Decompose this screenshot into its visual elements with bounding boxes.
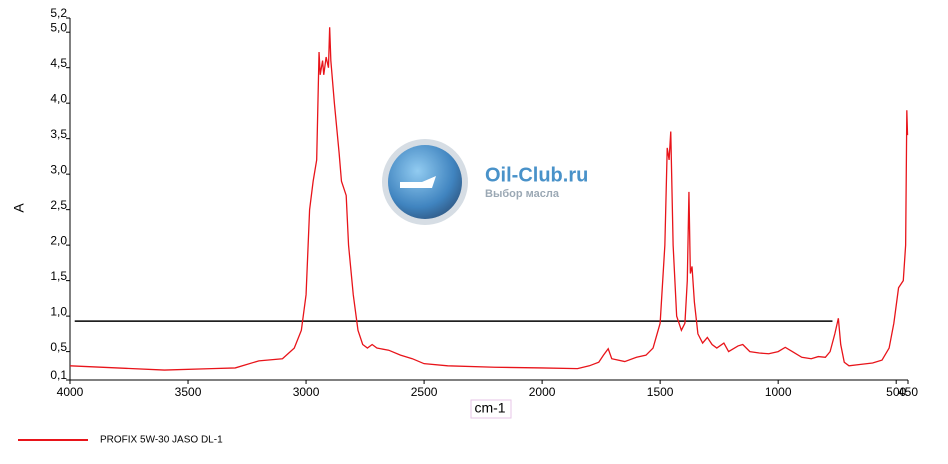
- y-tick-label: 5,2: [50, 6, 67, 20]
- logo-icon: [400, 176, 436, 188]
- watermark-subtitle: Выбор масла: [485, 188, 560, 200]
- spectrum-line: [69, 27, 909, 371]
- y-tick-label: 5,0: [50, 20, 67, 34]
- x-tick-label: 1500: [647, 385, 674, 399]
- x-tick-label: 1000: [765, 385, 792, 399]
- x-label-box: [470, 399, 512, 419]
- x-tick-label: 4000: [57, 385, 84, 399]
- y-tick-label: 0,1: [50, 368, 67, 382]
- y-tick-label: 3,5: [50, 127, 67, 141]
- y-tick-label: 1,5: [50, 269, 67, 283]
- y-tick-label: 4,5: [50, 56, 67, 70]
- x-tick-label: 450: [898, 385, 918, 399]
- x-tick-label: 3500: [175, 385, 202, 399]
- watermark-title: Oil-Club.ru: [485, 164, 588, 186]
- y-tick-label: 4,0: [50, 91, 67, 105]
- y-axis-label: A: [11, 203, 27, 213]
- y-tick-label: 0,5: [50, 340, 67, 354]
- y-tick-label: 3,0: [50, 162, 67, 176]
- y-tick-label: 2,5: [50, 198, 67, 212]
- x-tick-label: 500: [886, 385, 906, 399]
- y-tick-label: 1,0: [50, 304, 67, 318]
- x-tick-label: 2000: [529, 385, 556, 399]
- y-tick-label: 2,0: [50, 233, 67, 247]
- legend-label: PROFIX 5W-30 JASO DL-1: [100, 435, 223, 446]
- x-axis-label: cm-1: [474, 400, 505, 416]
- watermark: Oil-Club.ru Выбор масла: [382, 139, 588, 225]
- x-tick-label: 3000: [293, 385, 320, 399]
- x-tick-label: 2500: [411, 385, 438, 399]
